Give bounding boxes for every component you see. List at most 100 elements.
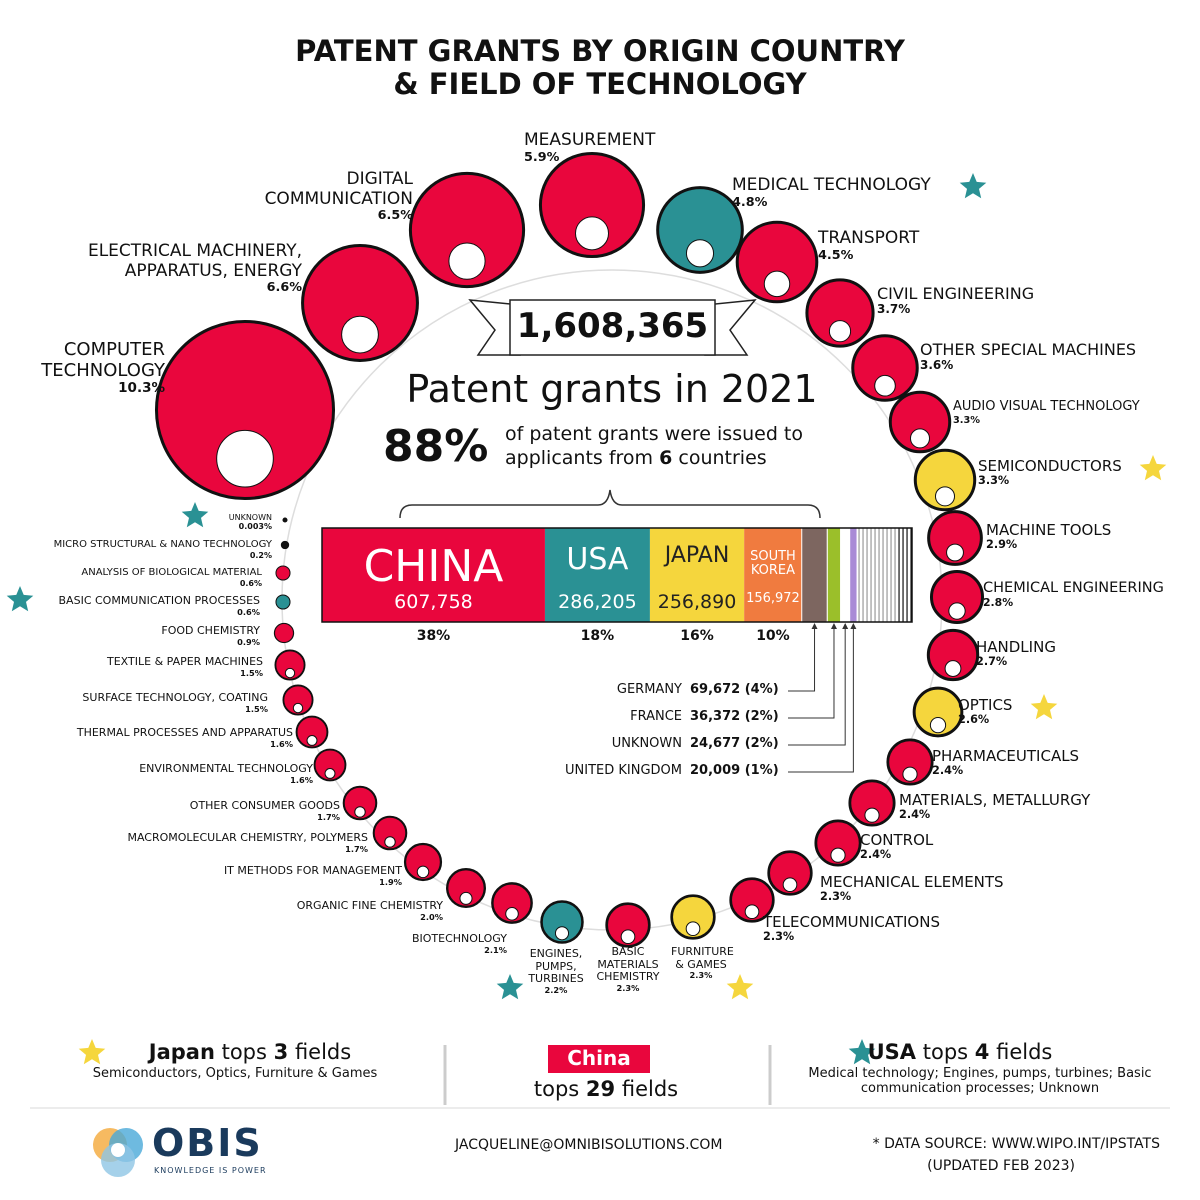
field-label: SEMICONDUCTORS3.3% — [978, 458, 1158, 488]
field-name: BASIC COMMUNICATION PROCESSES — [0, 595, 260, 608]
callout-arrow — [850, 623, 856, 629]
field-share: 1.6% — [13, 740, 293, 749]
field-share: 2.4% — [932, 765, 1152, 778]
note-lead: China — [548, 1047, 650, 1070]
field-name: SEMICONDUCTORS — [978, 458, 1158, 475]
field-label: TEXTILE & PAPER MACHINES1.5% — [3, 656, 263, 678]
country-name: CHINA — [322, 544, 545, 590]
field-name: MICRO STRUCTURAL & NANO TECHNOLOGY — [0, 539, 272, 551]
field-share: 2.3% — [763, 931, 1013, 944]
share-text: countries — [678, 447, 766, 469]
country-name: JAPAN — [650, 544, 744, 567]
field-label: TRANSPORT4.5% — [818, 229, 1018, 263]
field-share: 1.5% — [3, 669, 263, 678]
note-lead: USA — [868, 1040, 916, 1064]
field-label: MATERIALS, METALLURGY2.4% — [899, 792, 1159, 822]
field-share: 1.7% — [68, 845, 368, 854]
field-bubble — [276, 566, 290, 580]
field-name: SURFACE TECHNOLOGY, COATING — [8, 692, 268, 705]
bubble-texture — [285, 668, 294, 677]
country-name: FRANCE — [430, 710, 682, 725]
field-share: 3.6% — [920, 359, 1190, 373]
bubble-texture — [903, 767, 917, 781]
field-name: TEXTILE & PAPER MACHINES — [3, 656, 263, 669]
field-label: OPTICS2.6% — [958, 697, 1038, 727]
field-name: FURNITURE & GAMES — [671, 946, 731, 971]
country-count: 6 — [659, 447, 672, 469]
field-label: SURFACE TECHNOLOGY, COATING1.5% — [8, 692, 268, 714]
field-name: COMPUTER TECHNOLOGY — [15, 340, 165, 381]
field-label: COMPUTER TECHNOLOGY10.3% — [15, 340, 165, 397]
field-label: OTHER SPECIAL MACHINES3.6% — [920, 341, 1190, 373]
title-line: PATENT GRANTS BY ORIGIN COUNTRY — [0, 35, 1200, 68]
field-share: 2.1% — [347, 946, 507, 955]
field-label: MACROMOLECULAR CHEMISTRY, POLYMERS1.7% — [68, 832, 368, 854]
bubble-texture — [449, 243, 485, 279]
bubble-texture — [325, 769, 335, 779]
field-label: ANALYSIS OF BIOLOGICAL MATERIAL0.6% — [0, 567, 262, 588]
logo — [111, 1143, 125, 1157]
field-name: TELECOMMUNICATIONS — [763, 914, 1013, 931]
country-bar — [827, 528, 840, 622]
country-name: UNITED KINGDOM — [430, 764, 682, 779]
bubble-texture — [783, 878, 797, 892]
field-label: ELECTRICAL MACHINERY, APPARATUS, ENERGY6… — [62, 242, 302, 296]
total: 1,608,365 — [510, 307, 715, 346]
bubble-texture — [293, 703, 302, 712]
field-share: 2.0% — [223, 913, 443, 922]
subtitle: Patent grants in 2021 — [300, 368, 924, 412]
field-share: 0.003% — [72, 522, 272, 531]
field-label: HANDLING2.7% — [976, 639, 1176, 669]
field-share: 5.9% — [524, 151, 744, 166]
country-bar — [850, 528, 857, 622]
country-share: 16% — [650, 628, 744, 644]
field-name: MACROMOLECULAR CHEMISTRY, POLYMERS — [68, 832, 368, 845]
share-text: applicants from 6 countries — [505, 448, 767, 470]
note-lead: Japan — [149, 1040, 215, 1064]
country-name: UNKNOWN — [430, 737, 682, 752]
title-line: & FIELD OF TECHNOLOGY — [0, 68, 1200, 101]
field-name: CONTROL — [860, 832, 1060, 849]
field-share: 2.3% — [590, 984, 666, 993]
field-share: 2.3% — [820, 891, 1070, 904]
field-share: 3.3% — [953, 415, 1198, 426]
note-detail: Semiconductors, Optics, Furniture & Game… — [40, 1067, 430, 1082]
field-share: 2.7% — [976, 656, 1176, 669]
field-label: OTHER CONSUMER GOODS1.7% — [80, 800, 340, 822]
bubble-texture — [764, 271, 789, 296]
bubble-texture — [460, 892, 472, 904]
field-label: THERMAL PROCESSES AND APPARATUS1.6% — [13, 727, 293, 749]
field-share: 0.6% — [0, 608, 260, 617]
field-label: BIOTECHNOLOGY2.1% — [347, 933, 507, 955]
country-bar — [841, 528, 850, 622]
bubble-texture — [831, 848, 845, 862]
field-label: UNKNOWN0.003% — [72, 513, 272, 531]
bubble-texture — [355, 807, 365, 817]
country-name: GERMANY — [430, 683, 682, 698]
field-name: MECHANICAL ELEMENTS — [820, 874, 1070, 891]
source: * DATA SOURCE: WWW.WIPO.INT/IPSTATS — [820, 1136, 1160, 1152]
field-label: BASIC MATERIALS CHEMISTRY2.3% — [590, 946, 666, 993]
title: PATENT GRANTS BY ORIGIN COUNTRY & FIELD … — [0, 35, 1200, 102]
country-count: 69,672 (4%) — [690, 683, 779, 698]
note-count: 4 — [975, 1040, 990, 1064]
bubble-texture — [417, 866, 428, 877]
field-label: MICRO STRUCTURAL & NANO TECHNOLOGY0.2% — [0, 539, 272, 560]
field-share: 2.4% — [899, 809, 1159, 822]
country-name: SOUTH KOREA — [744, 550, 802, 577]
bubble-texture — [686, 240, 713, 267]
field-label: CHEMICAL ENGINEERING2.8% — [983, 580, 1198, 609]
bubble-texture — [865, 808, 879, 822]
bubble-texture — [555, 927, 568, 940]
field-label: TELECOMMUNICATIONS2.3% — [763, 914, 1013, 944]
field-label: IT METHODS FOR MANAGEMENT1.9% — [162, 865, 402, 887]
field-share: 6.5% — [243, 209, 413, 224]
field-label: CONTROL2.4% — [860, 832, 1060, 862]
field-label: PHARMACEUTICALS2.4% — [932, 748, 1152, 778]
bubble-texture — [947, 544, 964, 561]
bubble-texture — [945, 661, 961, 677]
share: 88% — [383, 422, 488, 473]
field-label: CIVIL ENGINEERING3.7% — [877, 285, 1127, 317]
field-name: FOOD CHEMISTRY — [60, 625, 260, 638]
